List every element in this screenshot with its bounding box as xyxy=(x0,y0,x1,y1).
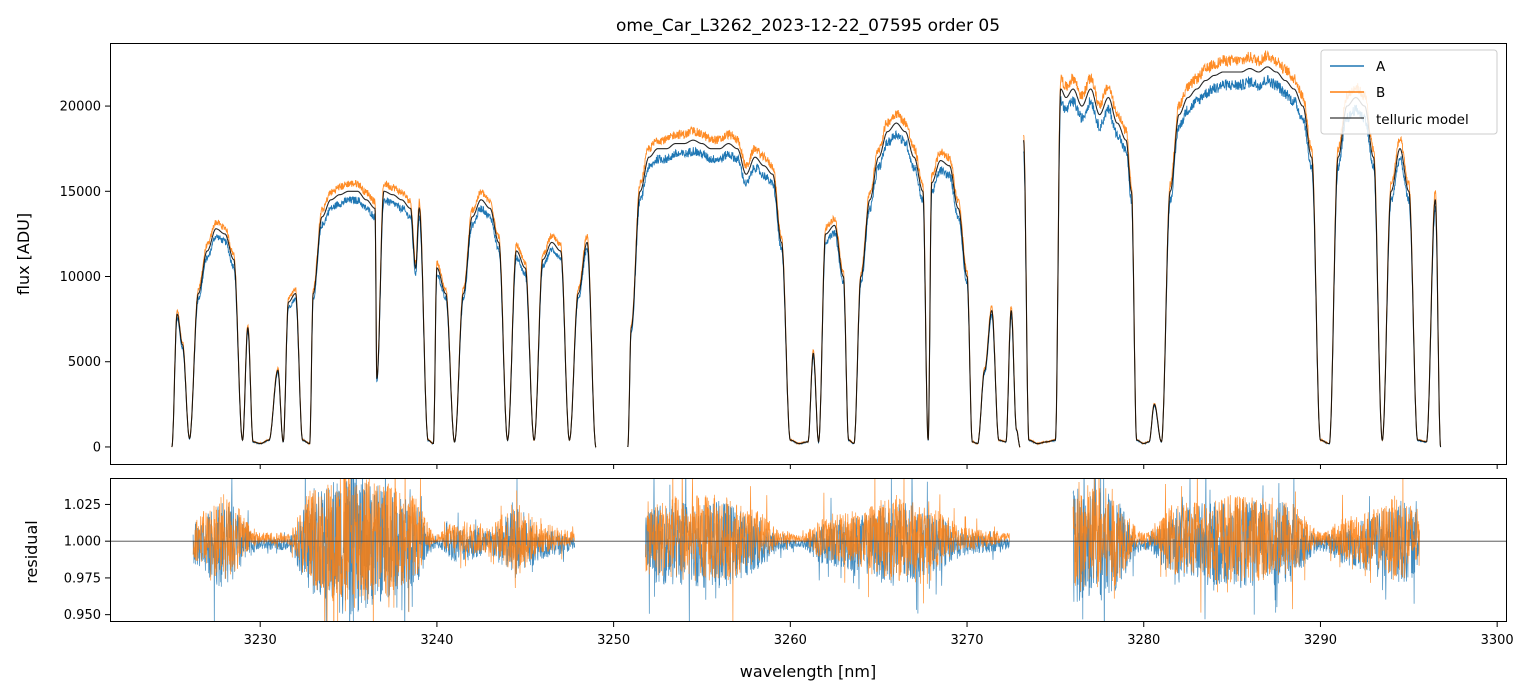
flux-panel-frame xyxy=(110,43,1506,464)
flux-axis-label: flux [ADU] xyxy=(14,213,33,295)
flux-ytick-label: 15000 xyxy=(60,185,101,200)
residual-axis-label: residual xyxy=(22,520,41,583)
flux-ytick-label: 10000 xyxy=(60,270,101,285)
legend-box xyxy=(1320,49,1498,135)
flux-panel: 0 5000 10000 15000 20000 flux [ADU] A B tell… xyxy=(14,43,1507,469)
series-b-line-2 xyxy=(1023,50,1442,447)
residual-panel: 0.950 0.975 1.000 1.025 3230 3240 3250 3260 3270… xyxy=(22,478,1514,681)
residual-xtick-label: 3260 xyxy=(774,633,807,648)
wavelength-axis-label: wavelength [nm] xyxy=(740,662,877,681)
residual-ytick-label: 0.950 xyxy=(64,608,101,623)
residual-xtick-label: 3250 xyxy=(597,633,630,648)
residual-xtick-label: 3300 xyxy=(1481,633,1514,648)
residual-xtick-label: 3230 xyxy=(244,633,277,648)
flux-ytick-label: 5000 xyxy=(68,355,101,370)
residual-b-line xyxy=(192,478,1420,622)
residual-ytick-label: 1.000 xyxy=(64,535,101,550)
residual-ytick-label: 0.975 xyxy=(64,571,101,586)
series-a-line-2 xyxy=(1023,74,1442,448)
legend-label-b: B xyxy=(1376,85,1385,101)
residual-ytick-label: 1.025 xyxy=(64,498,101,513)
flux-ytick-label: 0 xyxy=(93,440,101,455)
legend: A B telluric model xyxy=(1320,49,1498,135)
legend-label-model: telluric model xyxy=(1376,112,1469,128)
telluric-model-line-2 xyxy=(1023,66,1442,448)
residual-xtick-label: 3290 xyxy=(1304,633,1337,648)
residual-xtick-label: 3240 xyxy=(420,633,453,648)
residual-xtick-label: 3280 xyxy=(1127,633,1160,648)
residual-xtick-label: 3270 xyxy=(950,633,983,648)
telluric-model-line-1 xyxy=(627,122,1021,448)
flux-panel-border xyxy=(110,43,1507,465)
chart-title: ome_Car_L3262_2023-12-22_07595 order 05 xyxy=(616,16,1000,36)
residual-panel-border xyxy=(110,478,1507,622)
telluric-model-line-0 xyxy=(171,190,597,448)
flux-ytick-label: 20000 xyxy=(60,100,101,115)
legend-label-a: A xyxy=(1376,59,1386,75)
